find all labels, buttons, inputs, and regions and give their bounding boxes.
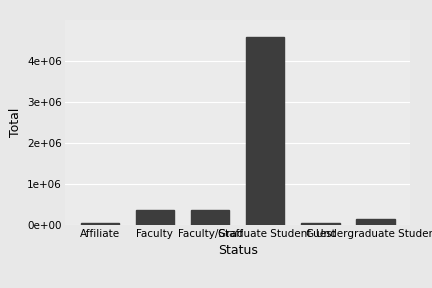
Bar [301,223,340,225]
X-axis label: Status: Status [218,244,257,257]
Bar [136,210,174,225]
Bar [356,219,395,225]
Bar [80,223,119,225]
Y-axis label: Total: Total [9,108,22,137]
Bar [246,37,284,225]
Bar [191,210,229,225]
